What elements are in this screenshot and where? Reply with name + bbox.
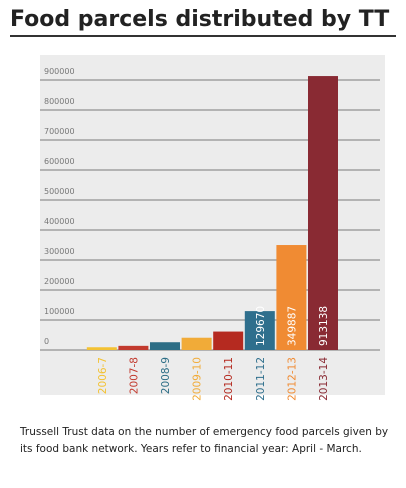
y-tick-label: 800000 [44,97,75,106]
bar [213,331,244,350]
chart-title: Food parcels distributed by TT [10,7,389,32]
bar [276,245,307,350]
caption: Trussell Trust data on the number of eme… [20,426,389,455]
y-tick-label: 500000 [44,187,75,196]
y-tick-label: 700000 [44,127,75,136]
y-tick-label: 100000 [44,307,75,316]
x-tick-label: 2013-14 [318,357,330,401]
data-label: 349887 [286,306,298,346]
y-tick-label: 900000 [44,67,75,76]
bar [244,311,275,350]
x-tick-label: 2012-13 [286,357,298,401]
y-tick-label: 600000 [44,157,75,166]
title-rule [10,35,396,37]
x-tick-label: 2007-8 [128,357,140,394]
bar [150,342,180,350]
bar [118,345,149,350]
x-tick-label: 2011-12 [255,357,267,401]
x-tick-label: 2009-10 [192,357,204,401]
x-tick-label: 2008-9 [160,357,172,394]
y-tick-label: 0 [44,337,49,346]
bar [308,76,338,351]
bar [181,337,212,350]
y-tick-label: 400000 [44,217,75,226]
y-tick-label: 200000 [44,277,75,286]
chart: Food parcels distributed by TT 0 100000 20… [10,7,396,401]
bar [86,347,117,350]
data-label: 129670 [255,306,267,346]
x-tick-label: 2006-7 [97,357,109,394]
y-tick-label: 300000 [44,247,75,256]
data-label: 913138 [318,306,330,346]
x-tick-label: 2010-11 [223,357,235,401]
